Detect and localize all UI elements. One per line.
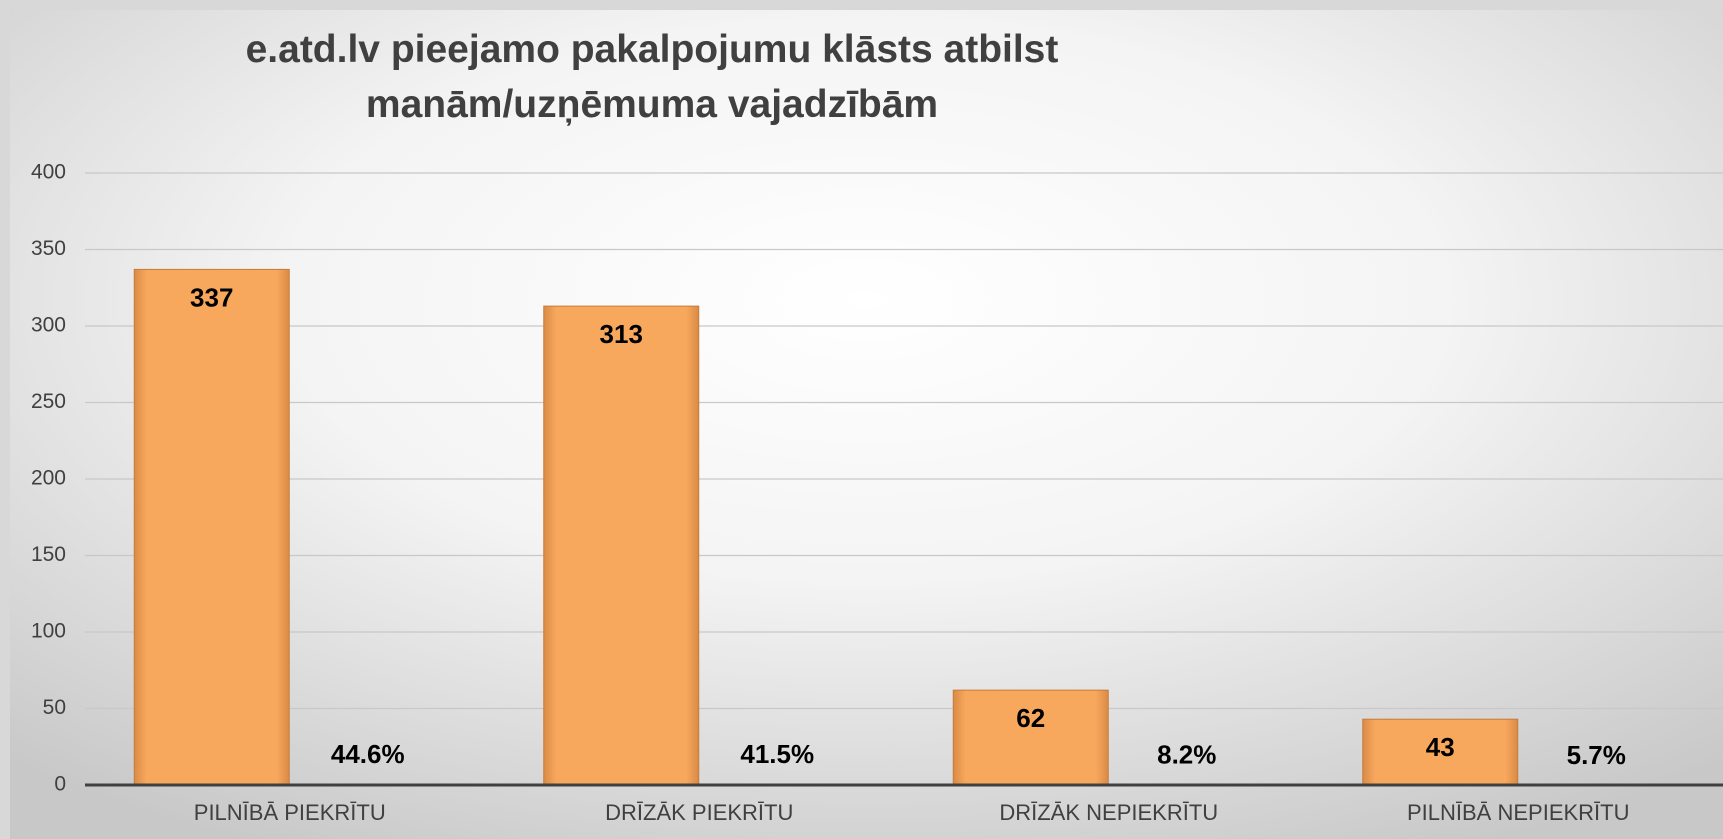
y-tick-label: 350 (31, 237, 66, 260)
y-tick-label: 50 (43, 696, 66, 719)
data-label: 5.7% (1567, 740, 1626, 770)
data-label: 62 (1016, 703, 1045, 733)
y-tick-label: 250 (31, 390, 66, 413)
y-tick-label: 100 (31, 620, 66, 643)
data-label: 337 (190, 282, 233, 312)
data-label: 313 (600, 319, 643, 349)
y-tick-label: 200 (31, 467, 66, 490)
x-tick-label: DRĪZĀK NEPIEKRĪTU (999, 800, 1218, 825)
y-tick-label: 0 (54, 773, 66, 796)
bar (952, 689, 1109, 786)
x-tick-label: PILNĪBĀ PIEKRĪTU (194, 800, 386, 825)
bar (1362, 718, 1519, 786)
data-label: 44.6% (331, 739, 405, 769)
data-label: 41.5% (740, 739, 814, 769)
data-label: 43 (1426, 732, 1455, 762)
x-tick-label: PILNĪBĀ NEPIEKRĪTU (1407, 800, 1630, 825)
data-label: 8.2% (1157, 740, 1216, 770)
chart-title: e.atd.lv pieejamo pakalpojumu klāsts atb… (245, 28, 1059, 126)
background (10, 10, 1723, 839)
y-tick-label: 150 (31, 543, 66, 566)
y-tick-label: 400 (31, 161, 66, 184)
bar (543, 305, 700, 786)
y-tick-label: 300 (31, 314, 66, 337)
x-tick-label: DRĪZĀK PIEKRĪTU (605, 800, 793, 825)
bar (133, 268, 290, 786)
